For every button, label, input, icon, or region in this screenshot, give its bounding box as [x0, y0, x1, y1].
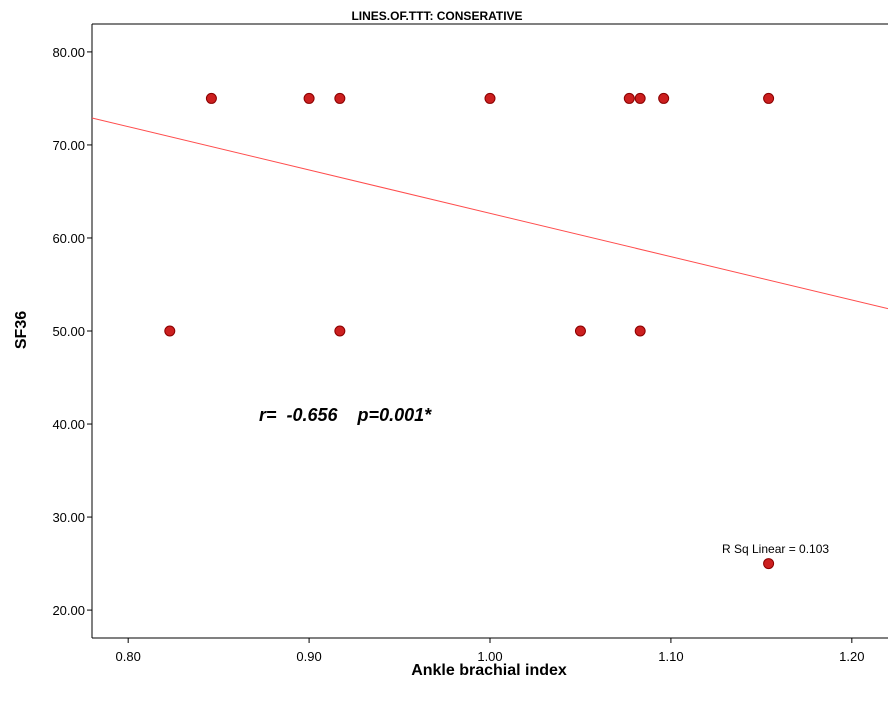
data-point: [334, 325, 346, 337]
data-point: [303, 92, 315, 104]
y-axis-ticks: 20.00 30.00 40.00 50.00 60.00 70.00 80.00: [52, 45, 92, 618]
data-point: [334, 92, 346, 104]
x-tick-label: 1.10: [658, 649, 683, 664]
y-tick-label: 50.00: [52, 324, 85, 339]
x-tick-label: 0.80: [116, 649, 141, 664]
x-tick-label: 1.20: [839, 649, 864, 664]
data-points: [164, 92, 775, 570]
data-point: [763, 92, 775, 104]
data-point: [484, 92, 496, 104]
data-point: [623, 92, 635, 104]
x-tick-label: 0.90: [296, 649, 321, 664]
y-tick-label: 30.00: [52, 510, 85, 525]
data-point: [164, 325, 176, 337]
x-axis-label: Ankle brachial index: [411, 662, 567, 679]
data-point: [574, 325, 586, 337]
x-tick-label: 1.00: [477, 649, 502, 664]
x-axis-ticks: 0.80 0.90 1.00 1.10 1.20: [116, 638, 864, 664]
y-tick-label: 40.00: [52, 417, 85, 432]
chart-title: LINES.OF.TTT: CONSERATIVE: [351, 9, 522, 23]
fit-label: R Sq Linear = 0.103: [722, 542, 829, 556]
correlation-annotation: r= -0.656 p=0.001*: [259, 405, 432, 425]
y-tick-label: 60.00: [52, 231, 85, 246]
data-point: [634, 325, 646, 337]
y-axis-label: SF36: [13, 311, 30, 349]
data-point: [658, 92, 670, 104]
data-point: [763, 558, 775, 570]
y-tick-label: 70.00: [52, 138, 85, 153]
data-point: [634, 92, 646, 104]
data-point: [205, 92, 217, 104]
fit-line: [91, 117, 888, 310]
y-tick-label: 20.00: [52, 603, 85, 618]
y-tick-label: 80.00: [52, 45, 85, 60]
